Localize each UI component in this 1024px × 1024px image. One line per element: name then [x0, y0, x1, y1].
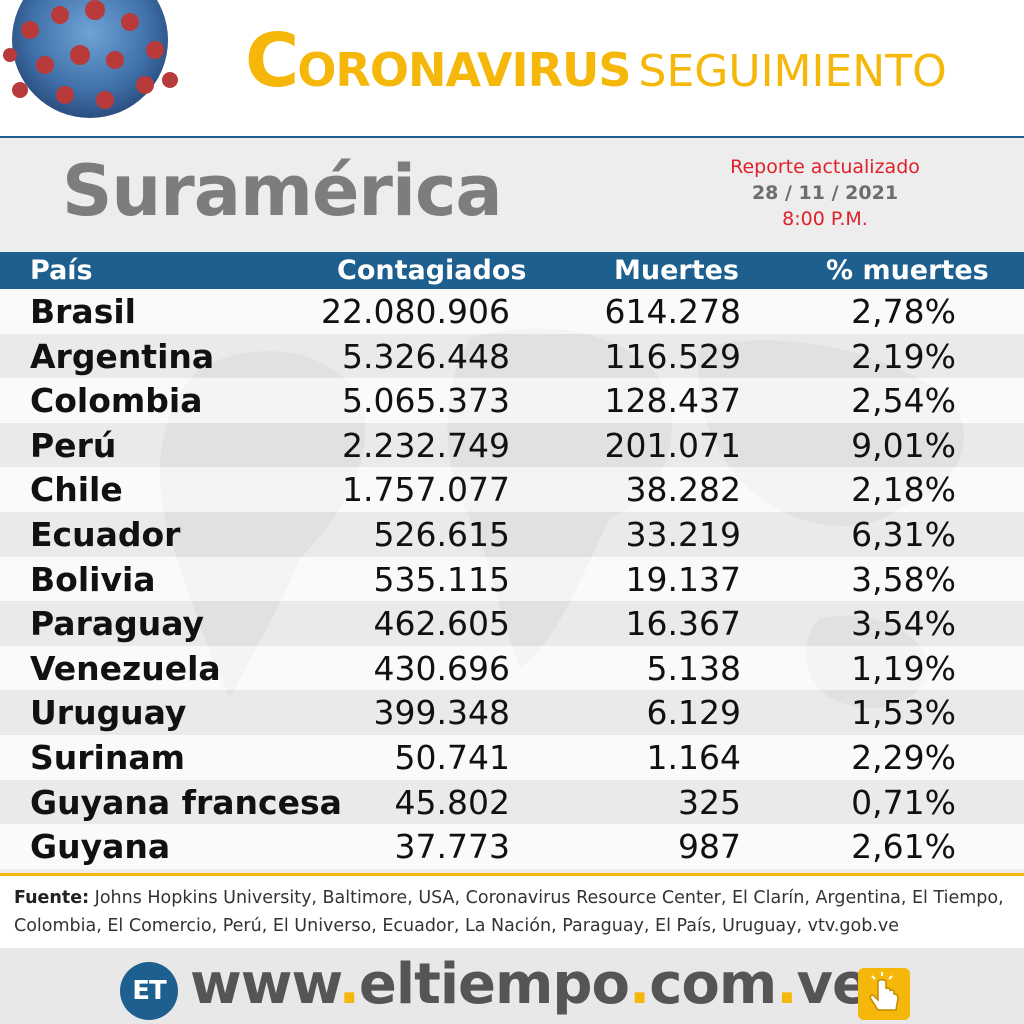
divider: [0, 873, 1024, 876]
title-sub: SEGUIMIENTO: [638, 46, 947, 97]
muertes-cell: 1.164: [646, 737, 741, 777]
title-initial: C: [245, 18, 299, 104]
column-header-pct-muertes: % muertes: [826, 255, 989, 286]
contagiados-cell: 1.757.077: [342, 470, 510, 510]
url-dot-2: .: [628, 952, 650, 1017]
muertes-cell: 19.137: [625, 559, 741, 599]
column-header-muertes: Muertes: [614, 255, 740, 286]
pct-muertes-cell: 9,01%: [851, 425, 956, 465]
pct-muertes-cell: 2,19%: [851, 336, 956, 376]
pct-muertes-cell: 2,29%: [851, 737, 956, 777]
pct-muertes-cell: 2,78%: [851, 292, 956, 331]
country-cell: Argentina: [30, 336, 215, 376]
country-cell: Paraguay: [30, 604, 204, 644]
muertes-cell: 128.437: [604, 381, 741, 421]
contagiados-cell: 399.348: [373, 693, 510, 733]
pct-muertes-cell: 3,58%: [851, 559, 956, 599]
muertes-cell: 38.282: [625, 470, 741, 510]
country-cell: Guyana francesa: [30, 782, 342, 822]
url-dot-1: .: [338, 952, 360, 1017]
table-row: Guyana francesa 45.802 325 0,71%: [0, 779, 1024, 825]
table-row: Argentina 5.326.448 116.529 2,19%: [0, 333, 1024, 379]
country-cell: Venezuela: [30, 648, 221, 688]
source-text: Johns Hopkins University, Baltimore, USA…: [14, 888, 1004, 936]
muertes-cell: 987: [678, 827, 741, 867]
contagiados-cell: 22.080.906: [321, 292, 510, 331]
muertes-cell: 16.367: [625, 604, 741, 644]
footer: ET www.eltiempo.com.ve: [0, 948, 1024, 1024]
muertes-cell: 325: [678, 782, 741, 822]
contagiados-cell: 430.696: [373, 648, 510, 688]
contagiados-cell: 37.773: [394, 827, 510, 867]
contagiados-cell: 462.605: [373, 604, 510, 644]
pct-muertes-cell: 3,54%: [851, 604, 956, 644]
country-cell: Brasil: [30, 292, 136, 331]
country-cell: Ecuador: [30, 514, 181, 554]
country-cell: Surinam: [30, 737, 185, 777]
muertes-cell: 5.138: [646, 648, 741, 688]
table-header: País Contagiados Muertes % muertes: [0, 252, 1024, 289]
url-www: www: [190, 952, 340, 1017]
country-cell: Bolivia: [30, 559, 156, 599]
contagiados-cell: 5.326.448: [342, 336, 510, 376]
table-row: Chile 1.757.077 38.282 2,18%: [0, 467, 1024, 512]
muertes-cell: 6.129: [646, 693, 741, 733]
table-row: Uruguay 399.348 6.129 1,53%: [0, 690, 1024, 735]
et-logo-icon: ET: [120, 962, 178, 1020]
url-dot-3: .: [776, 952, 797, 1017]
contagiados-cell: 45.802: [394, 782, 510, 822]
table-body: Brasil 22.080.906 614.278 2,78% Argentina 5.3…: [0, 289, 1024, 869]
region-title: Suramérica: [62, 150, 503, 232]
page-title: CORONAVIRUS SEGUIMIENTO: [245, 18, 947, 104]
pct-muertes-cell: 2,54%: [851, 381, 956, 421]
contagiados-cell: 50.741: [394, 737, 510, 777]
country-cell: Colombia: [30, 381, 203, 421]
report-label: Reporte actualizado: [730, 156, 920, 178]
hand-pointer-icon: [858, 968, 910, 1020]
data-panel: Suramérica Reporte actualizado 28 / 11 /…: [0, 136, 1024, 876]
report-time: 8:00 P.M.: [782, 208, 868, 230]
pct-muertes-cell: 6,31%: [851, 514, 956, 554]
title-main: ORONAVIRUS: [297, 43, 631, 97]
pct-muertes-cell: 1,53%: [851, 693, 956, 733]
table-row: Brasil 22.080.906 614.278 2,78%: [0, 289, 1024, 334]
table-row: Perú 2.232.749 201.071 9,01%: [0, 422, 1024, 468]
pct-muertes-cell: 2,61%: [851, 827, 956, 867]
table-row: Ecuador 526.615 33.219 6,31%: [0, 511, 1024, 557]
report-info: Reporte actualizado 28 / 11 / 2021 8:00 …: [700, 154, 950, 232]
pct-muertes-cell: 2,18%: [851, 470, 956, 510]
contagiados-cell: 526.615: [373, 514, 510, 554]
url-name: eltiempo: [358, 952, 630, 1017]
pct-muertes-cell: 0,71%: [851, 782, 956, 822]
table-row: Venezuela 430.696 5.138 1,19%: [0, 645, 1024, 691]
url-ve: ve: [796, 952, 870, 1017]
contagiados-cell: 2.232.749: [342, 425, 510, 465]
table-row: Bolivia 535.115 19.137 3,58%: [0, 556, 1024, 602]
muertes-cell: 614.278: [604, 292, 741, 331]
country-cell: Guyana: [30, 827, 171, 867]
table-row: Surinam 50.741 1.164 2,29%: [0, 734, 1024, 780]
contagiados-cell: 5.065.373: [342, 381, 510, 421]
table-row: Colombia 5.065.373 128.437 2,54%: [0, 378, 1024, 423]
muertes-cell: 33.219: [625, 514, 741, 554]
column-header-contagiados: Contagiados: [337, 255, 527, 286]
website-link[interactable]: www.eltiempo.com.ve: [190, 952, 870, 1017]
country-cell: Perú: [30, 425, 117, 465]
pct-muertes-cell: 1,19%: [851, 648, 956, 688]
contagiados-cell: 535.115: [373, 559, 510, 599]
table-row: Paraguay 462.605 16.367 3,54%: [0, 601, 1024, 646]
muertes-cell: 116.529: [604, 336, 741, 376]
country-cell: Chile: [30, 470, 123, 510]
country-cell: Uruguay: [30, 693, 187, 733]
source-label: Fuente:: [14, 888, 90, 908]
column-header-pais: País: [30, 255, 93, 286]
report-date: 28 / 11 / 2021: [751, 182, 899, 204]
coronavirus-icon: [3, 0, 178, 118]
table-row: Guyana 37.773 987 2,61%: [0, 824, 1024, 869]
source-note: Fuente: Johns Hopkins University, Baltim…: [14, 884, 1014, 940]
muertes-cell: 201.071: [604, 425, 741, 465]
url-com: com: [649, 952, 777, 1017]
